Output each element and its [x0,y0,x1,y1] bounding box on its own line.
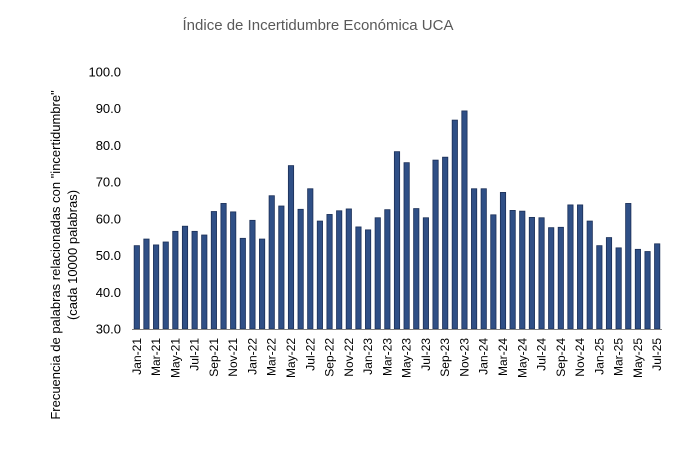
x-tick-label: Jan-21 [130,338,144,375]
y-tick-label: 90.0 [96,101,121,116]
bar-May-25 [634,248,641,330]
y-axis-label-line1: Frecuencia de palabras relacionadas con … [48,90,63,420]
x-tick-label: Jul-25 [650,338,664,371]
x-tick-label: May-25 [631,338,645,378]
bar-Feb-25 [605,237,613,330]
bar-May-21 [172,230,179,330]
bar-Jun-21 [181,225,189,330]
x-tick-label: Jul-21 [188,338,202,371]
x-tick-label: Nov-22 [342,338,356,377]
bar-Oct-22 [336,210,343,330]
bar-Feb-24 [490,214,497,330]
bar-Jun-24 [528,216,535,330]
y-tick-label: 30.0 [96,322,121,337]
bar-Aug-23 [432,159,439,330]
x-tick-label: Mar-23 [380,338,394,376]
x-tick-label: Mar-24 [496,338,510,376]
x-tick-label: Sep-22 [323,338,337,377]
y-tick-label: 50.0 [96,248,121,263]
bar-Sep-21 [210,211,217,330]
bar-Nov-21 [230,211,237,330]
x-tick-label: Mar-22 [265,338,279,376]
x-tick-label: Nov-24 [573,338,587,377]
bar-Jun-25 [644,251,651,330]
y-tick-label: 70.0 [96,175,121,190]
bar-Jan-22 [249,219,256,330]
bar-Jul-21 [191,230,198,330]
x-tick-label: Nov-21 [226,338,240,377]
bar-Apr-23 [393,151,401,330]
bar-Sep-22 [326,214,333,330]
bar-Mar-23 [384,209,391,330]
bar-Apr-21 [162,241,169,330]
x-tick-label: Sep-21 [207,338,221,377]
x-tick-label: Jan-23 [361,338,375,375]
chart-title: Índice de Incertidumbre Económica UCA [183,17,454,34]
bar-May-23 [403,162,410,330]
x-tick-label: Mar-21 [149,338,163,376]
bar-May-24 [519,210,526,330]
bar-Sep-24 [557,226,564,330]
y-tick-label: 100.0 [88,65,121,80]
x-axis-ticks: Jan-21 Mar-21 May-21 Jul-21 Sep-21 Nov-21 Jan-… [130,338,664,378]
y-axis-ticks: 30.0 40.0 50.0 60.0 70.0 80.0 90.0 100.0 [88,65,121,337]
x-tick-label: Jul-23 [419,338,433,371]
x-tick-label: May-21 [168,338,182,378]
y-axis-label-line2: (cada 10000 palabras) [65,190,80,320]
x-tick-label: Mar-25 [612,338,626,376]
bar-Apr-25 [625,203,632,330]
bar-Dec-24 [586,220,593,330]
x-tick-label: Jul-22 [303,338,317,371]
bar-Feb-23 [374,217,381,330]
bar-Feb-21 [143,238,150,330]
bar-Feb-22 [259,238,266,330]
bar-Mar-25 [615,247,622,330]
bar-Dec-23 [471,188,478,330]
x-tick-label: May-24 [515,338,529,378]
bar-Nov-22 [345,208,352,330]
x-tick-label: Jul-24 [535,338,549,371]
bar-Mar-21 [153,244,160,330]
bar-Apr-24 [509,210,516,330]
x-tick-label: Sep-24 [554,338,568,377]
bar-Dec-21 [239,237,246,330]
bar-Oct-24 [567,204,574,330]
x-tick-label: Sep-23 [438,338,452,377]
bar-Jul-25 [654,243,661,330]
bar-Aug-21 [201,234,208,330]
bar-Jan-25 [596,245,603,330]
bar-Dec-22 [355,226,362,330]
bar-Nov-24 [577,204,584,330]
bar-Apr-22 [278,205,285,330]
bar-Jul-24 [538,217,545,330]
x-tick-label: Jan-22 [245,338,259,375]
x-tick-label: Jan-24 [477,338,491,375]
bar-Aug-22 [316,220,323,330]
bar-Oct-23 [451,119,458,330]
bar-series [133,110,661,330]
y-tick-label: 60.0 [96,211,121,226]
x-tick-label: May-22 [284,338,298,378]
bar-Jan-21 [133,245,140,330]
bar-Jul-23 [422,217,429,330]
y-tick-label: 40.0 [96,285,121,300]
x-tick-label: May-23 [400,338,414,378]
bar-May-22 [287,165,295,330]
bar-Oct-21 [220,203,227,330]
x-tick-label: Nov-23 [457,338,471,377]
bar-Mar-22 [268,195,275,330]
bar-Nov-23 [461,110,468,330]
bar-Jul-22 [307,188,314,330]
bar-Aug-24 [548,227,555,330]
bar-Jun-22 [297,208,304,330]
bar-Sep-23 [442,156,449,330]
bar-Mar-24 [499,192,507,330]
x-tick-label: Jan-25 [592,338,606,375]
bar-Jun-23 [413,208,420,330]
y-tick-label: 80.0 [96,138,121,153]
bar-Jan-24 [480,188,487,330]
bar-Jan-23 [365,229,372,330]
